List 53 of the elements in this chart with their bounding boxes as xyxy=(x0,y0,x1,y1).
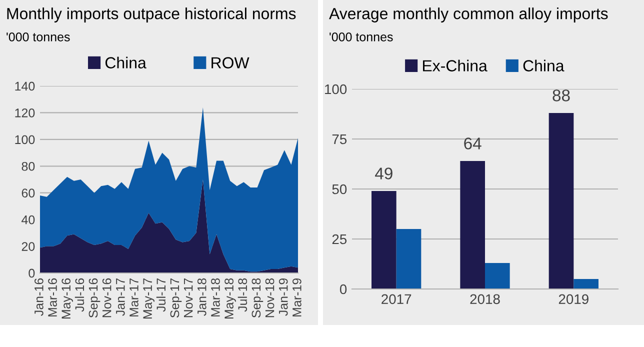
y-tick-label: 40 xyxy=(22,215,35,224)
x-tick-label: May-16 xyxy=(62,278,73,319)
x-tick-label: Mar-18 xyxy=(211,278,220,316)
legend-label: ROW xyxy=(212,57,250,68)
x-tick-label: 2019 xyxy=(558,294,588,304)
y-tick-label: 60 xyxy=(22,188,35,198)
x-tick-label: Nov-18 xyxy=(265,278,274,318)
x-tick-label: Jul-16 xyxy=(74,278,84,312)
y-tick-label: 100 xyxy=(325,84,347,94)
data-label: 88 xyxy=(552,90,570,102)
x-tick-label: Mar-16 xyxy=(48,278,57,316)
bar xyxy=(396,229,422,289)
data-label: 49 xyxy=(375,168,392,180)
y-tick-label: 75 xyxy=(332,134,347,144)
x-tick-label: 2017 xyxy=(382,294,412,304)
x-tick-label: 2018 xyxy=(470,294,500,304)
y-tick-label: 0 xyxy=(28,268,35,278)
y-tick-label: 25 xyxy=(332,234,347,244)
legend-label: China xyxy=(105,56,146,68)
chart-subtitle: '000 tonnes xyxy=(330,32,393,42)
x-tick-label: Jan-18 xyxy=(197,278,206,316)
y-tick-label: 140 xyxy=(15,82,35,91)
x-tick-label: Sep-16 xyxy=(88,278,100,318)
x-tick-label: Mar-17 xyxy=(130,278,138,316)
y-tick-label: 50 xyxy=(332,184,347,194)
x-tick-label: Mar-19 xyxy=(292,278,302,316)
chart-subtitle: '000 tonnes xyxy=(6,32,70,42)
chart-title: Average monthly common alloy imports xyxy=(329,8,608,22)
legend-label: Ex-China xyxy=(423,60,488,72)
x-tick-label: Sep-17 xyxy=(170,278,182,318)
x-tick-label: Jan-19 xyxy=(278,278,288,316)
y-tick-label: 20 xyxy=(22,242,35,251)
y-tick-label: 100 xyxy=(15,135,35,144)
y-tick-label: 80 xyxy=(22,162,35,171)
x-tick-label: Nov-16 xyxy=(102,278,112,318)
bar xyxy=(485,263,510,289)
chart-title: Monthly imports outpace historical norms xyxy=(7,8,296,22)
bar xyxy=(460,161,485,289)
legend-label: China xyxy=(523,60,564,72)
x-tick-label: Sep-18 xyxy=(252,278,264,318)
bar xyxy=(548,113,574,289)
x-tick-label: Jan-16 xyxy=(34,278,44,316)
y-tick-label: 0 xyxy=(340,284,347,294)
bar xyxy=(372,191,396,289)
x-tick-label: Jan-17 xyxy=(116,278,125,316)
x-tick-label: May-18 xyxy=(224,278,236,319)
bar xyxy=(574,279,598,289)
x-tick-label: Jul-17 xyxy=(156,278,166,312)
data-label: 64 xyxy=(464,138,482,150)
x-tick-label: Nov-17 xyxy=(184,278,193,318)
x-tick-label: May-17 xyxy=(143,278,154,319)
y-tick-label: 120 xyxy=(15,108,35,118)
x-tick-label: Jul-18 xyxy=(238,278,248,312)
